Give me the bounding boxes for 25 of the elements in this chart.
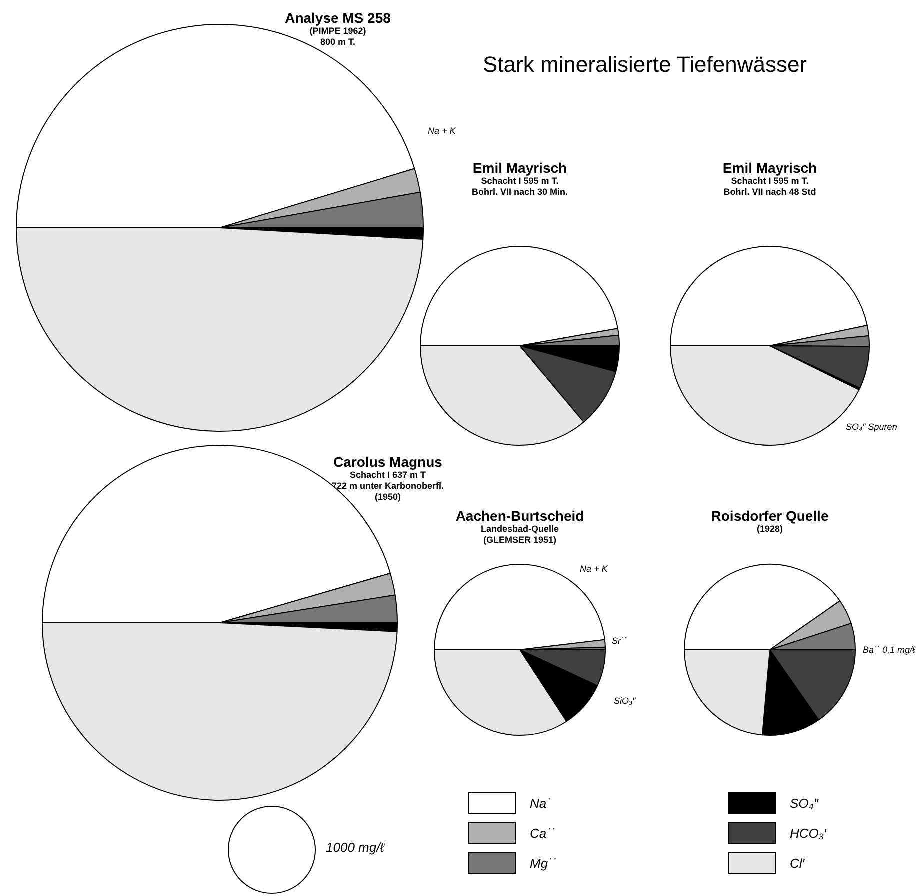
text: Carolus Magnus: [332, 454, 444, 470]
chart-title: Emil Mayrisch: [472, 160, 568, 176]
text: SO₄″ Spuren: [846, 422, 898, 432]
legend-label: Cl′: [790, 856, 805, 870]
text: Na + K: [580, 564, 608, 574]
legend-label: Na˙: [530, 796, 551, 810]
legend-label: Mg˙˙: [530, 856, 557, 870]
legend-label: SO₄″: [790, 796, 819, 810]
text: Stark mineralisierte Tiefenwässer: [483, 52, 808, 78]
text: 1000 mg/ℓ: [326, 840, 384, 855]
text: SiO₃″: [614, 696, 636, 706]
legend-label: Ca˙˙: [530, 826, 556, 840]
chart-subtitle: (1928): [756, 524, 784, 535]
chart-title: Aachen-Burtscheid: [454, 508, 586, 524]
chart-subtitle: Schacht I 595 m T. Bohrl. VII nach 48 Std: [722, 176, 818, 198]
chart-subtitle: Landesbad-Quelle (GLEMSER 1951): [480, 524, 560, 546]
text: Ba˙˙ 0,1 mg/ℓ: [863, 645, 916, 655]
chart-title: Roisdorfer Quelle: [710, 508, 830, 524]
chart-subtitle: Schacht I 595 m T. Bohrl. VII nach 30 Min.: [470, 176, 570, 198]
text: Sr˙˙: [612, 636, 627, 646]
chart-title: Emil Mayrisch: [722, 160, 818, 176]
text: Na + K: [428, 126, 456, 136]
chart-title: Analyse MS 258: [284, 10, 392, 26]
text: (PIMPE 1962) 800 m T.: [308, 26, 368, 48]
legend-label: HCO₃′: [790, 826, 826, 840]
